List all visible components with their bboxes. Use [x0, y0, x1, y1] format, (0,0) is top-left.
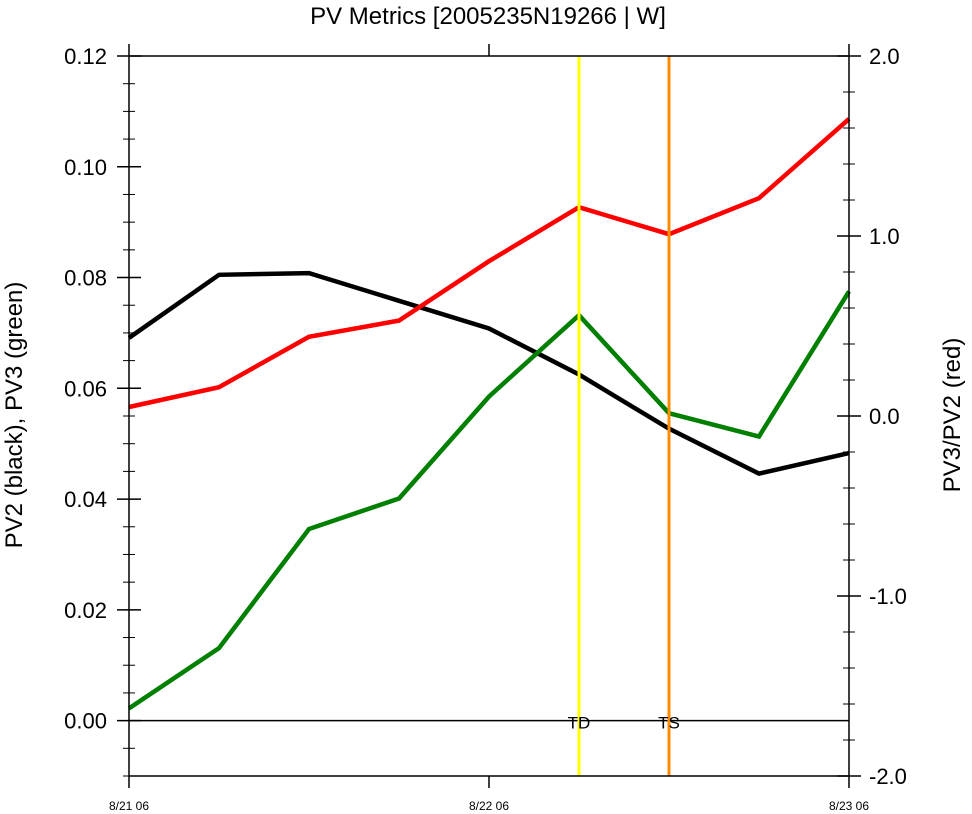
y-left-tick-label: 0.06 — [64, 376, 107, 401]
series-line-pv2 — [127, 270, 850, 476]
y-left-tick-label: 0.12 — [64, 44, 107, 69]
y-left-tick-label: 0.04 — [64, 487, 107, 512]
y-left-tick-label: 0.02 — [64, 598, 107, 623]
chart-title: PV Metrics [2005235N19266 | W] — [310, 3, 666, 30]
data-lines — [127, 117, 851, 722]
series-line-pv3 — [127, 290, 851, 711]
y-right-tick-label: 2.0 — [869, 44, 900, 69]
y-right-tick-label: -1.0 — [869, 584, 907, 609]
x-tick-label: 8/21 06 — [109, 799, 149, 813]
y-axis-left-label: PV2 (black), PV3 (green) — [1, 282, 28, 549]
event-label-ts: TS — [658, 714, 680, 733]
event-lines: TD TS — [568, 56, 680, 776]
y-left-tick-label: 0.10 — [64, 155, 107, 180]
axes: 0.00 0.02 0.04 0.06 0.08 0.10 0.12 -2.0 -1.0 0.0 1… — [64, 44, 907, 813]
x-tick-label: 8/22 06 — [469, 799, 509, 813]
y-left-tick-label: 0.08 — [64, 266, 107, 291]
event-label-td: TD — [568, 714, 591, 733]
plot-frame — [128, 55, 850, 777]
x-tick-label: 8/23 06 — [829, 799, 869, 813]
y-right-tick-label: 0.0 — [869, 404, 900, 429]
y-right-tick-label: -2.0 — [869, 764, 907, 789]
y-left-tick-label: 0.00 — [64, 709, 107, 734]
series-line-pv3-pv2 — [128, 117, 851, 410]
y-right-tick-label: 1.0 — [869, 224, 900, 249]
y-axis-right-label: PV3/PV2 (red) — [939, 338, 966, 493]
